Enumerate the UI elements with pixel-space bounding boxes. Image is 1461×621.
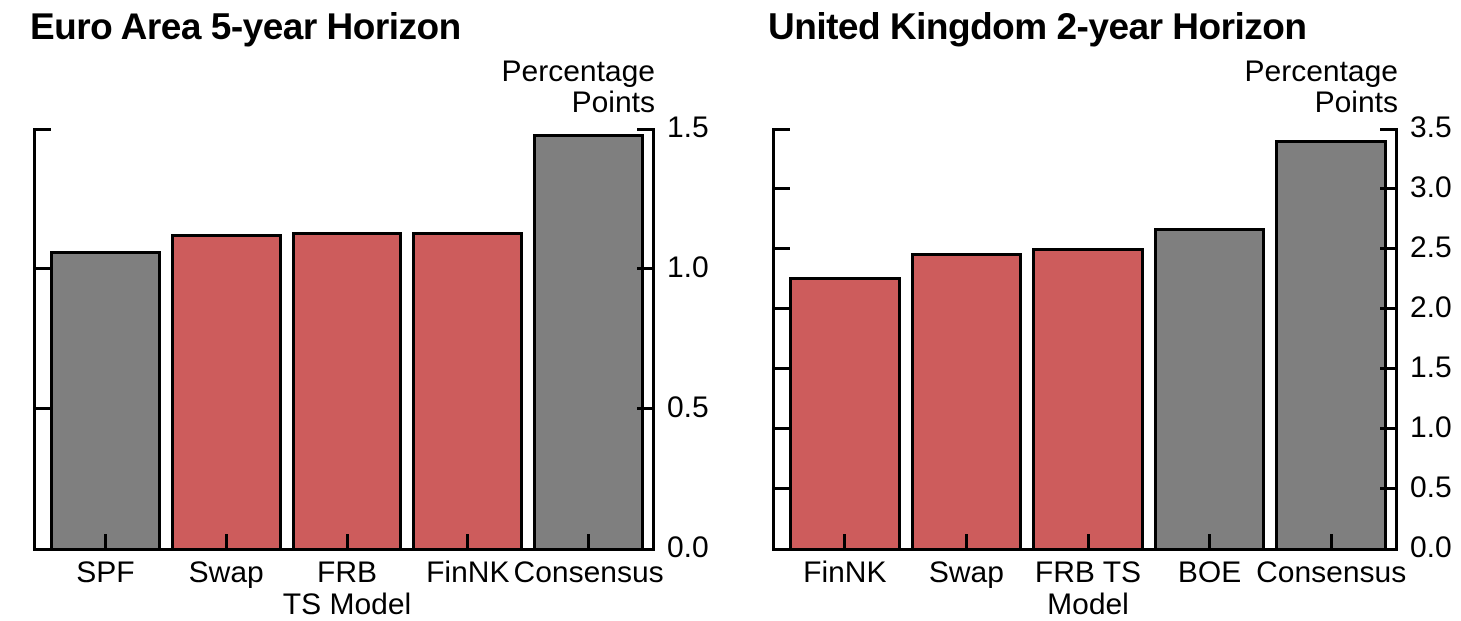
- y-tick-label: 1.5: [667, 111, 709, 144]
- x-axis-tick-frb-ts-model: [345, 534, 349, 548]
- x-axis-tick-consensus: [587, 534, 591, 548]
- bar-finnk: [412, 231, 524, 548]
- bar-spf: [50, 251, 161, 548]
- category-label-swap: Swap: [188, 556, 264, 589]
- category-label-frb-ts-model: FRB TS: [1034, 556, 1142, 589]
- x-axis-tick-spf: [103, 534, 107, 548]
- y-axis-tick-right: [1380, 366, 1395, 370]
- y-tick-label: 3.0: [1410, 171, 1452, 204]
- category-label-spf: SPF: [76, 556, 135, 589]
- bar-boe: [1153, 227, 1266, 548]
- y-axis-tick-right: [637, 128, 652, 131]
- category-label-frb-ts-model: Model: [1047, 588, 1129, 621]
- y-axis-unit-line-1: Percentage: [1244, 55, 1398, 88]
- chart-euro-area: Euro Area 5-year Horizon Percentage Poin…: [0, 0, 730, 621]
- y-axis-unit-line-2: Points: [1314, 86, 1398, 119]
- y-axis-tick-left: [36, 128, 51, 131]
- y-axis-tick-right: [637, 266, 652, 270]
- category-label-swap: Swap: [928, 556, 1004, 589]
- y-axis-tick-right: [1380, 306, 1395, 310]
- bar-consensus: [533, 133, 644, 548]
- y-axis-tick-left: [775, 366, 790, 370]
- chart-united-kingdom: United Kingdom 2-year Horizon Percentage…: [737, 0, 1461, 621]
- plot-area-united-kingdom: [772, 128, 1398, 551]
- bar-frb-ts-model: [291, 231, 403, 548]
- bar-consensus: [1275, 140, 1387, 548]
- bar-swap: [170, 234, 282, 548]
- y-axis-tick-right: [1380, 128, 1395, 131]
- y-axis-tick-left: [775, 128, 790, 131]
- x-axis-tick-frb-ts-model: [1086, 534, 1090, 548]
- bar-frb-ts-model: [1032, 248, 1144, 548]
- category-label-finnk: FinNK: [803, 556, 887, 589]
- x-axis-tick-finnk: [466, 534, 470, 548]
- y-axis-tick-left: [36, 266, 51, 270]
- y-axis-unit-label: Percentage Points: [737, 56, 1398, 118]
- y-tick-label: 3.5: [1410, 111, 1452, 144]
- y-tick-label: 0.0: [667, 531, 709, 564]
- category-label-frb-ts-model: FRB: [317, 556, 377, 589]
- y-axis-tick-left: [775, 186, 790, 190]
- y-axis-tick-left: [775, 486, 790, 490]
- y-tick-label: 1.0: [1410, 411, 1452, 444]
- x-axis-tick-consensus: [1329, 534, 1333, 548]
- y-tick-label: 1.0: [667, 251, 709, 284]
- y-axis-tick-right: [1380, 186, 1395, 190]
- y-tick-label: 0.0: [1410, 531, 1452, 564]
- chart-title: Euro Area 5-year Horizon: [30, 6, 461, 47]
- y-tick-label: 2.5: [1410, 231, 1452, 264]
- y-tick-label: 2.0: [1410, 291, 1452, 324]
- y-axis-tick-left: [775, 426, 790, 430]
- bar-swap: [910, 252, 1023, 548]
- y-axis-tick-left: [775, 306, 790, 310]
- y-axis-tick-right: [1380, 486, 1395, 490]
- x-axis-tick-finnk: [843, 534, 847, 548]
- category-label-boe: BOE: [1177, 556, 1242, 589]
- category-label-consensus: Consensus: [513, 556, 664, 589]
- bar-finnk: [789, 276, 901, 548]
- category-label-frb-ts-model: TS Model: [282, 588, 412, 621]
- y-axis-tick-left: [775, 246, 790, 250]
- x-axis-tick-swap: [964, 534, 968, 548]
- y-axis-tick-left: [36, 406, 51, 410]
- y-tick-label: 0.5: [1410, 471, 1452, 504]
- y-axis-unit-label: Percentage Points: [0, 56, 655, 118]
- y-axis-unit-line-1: Percentage: [501, 55, 655, 88]
- category-label-finnk: FinNK: [426, 556, 510, 589]
- y-axis-tick-right: [1380, 426, 1395, 430]
- y-axis-tick-right: [1380, 246, 1395, 250]
- y-tick-label: 1.5: [1410, 351, 1452, 384]
- y-axis-unit-line-2: Points: [571, 86, 655, 119]
- plot-area-euro-area: [33, 128, 655, 551]
- x-axis-tick-boe: [1208, 534, 1212, 548]
- x-axis-tick-swap: [224, 534, 228, 548]
- category-label-consensus: Consensus: [1256, 556, 1407, 589]
- y-axis-tick-right: [637, 406, 652, 410]
- chart-title: United Kingdom 2-year Horizon: [768, 6, 1307, 47]
- y-tick-label: 0.5: [667, 391, 709, 424]
